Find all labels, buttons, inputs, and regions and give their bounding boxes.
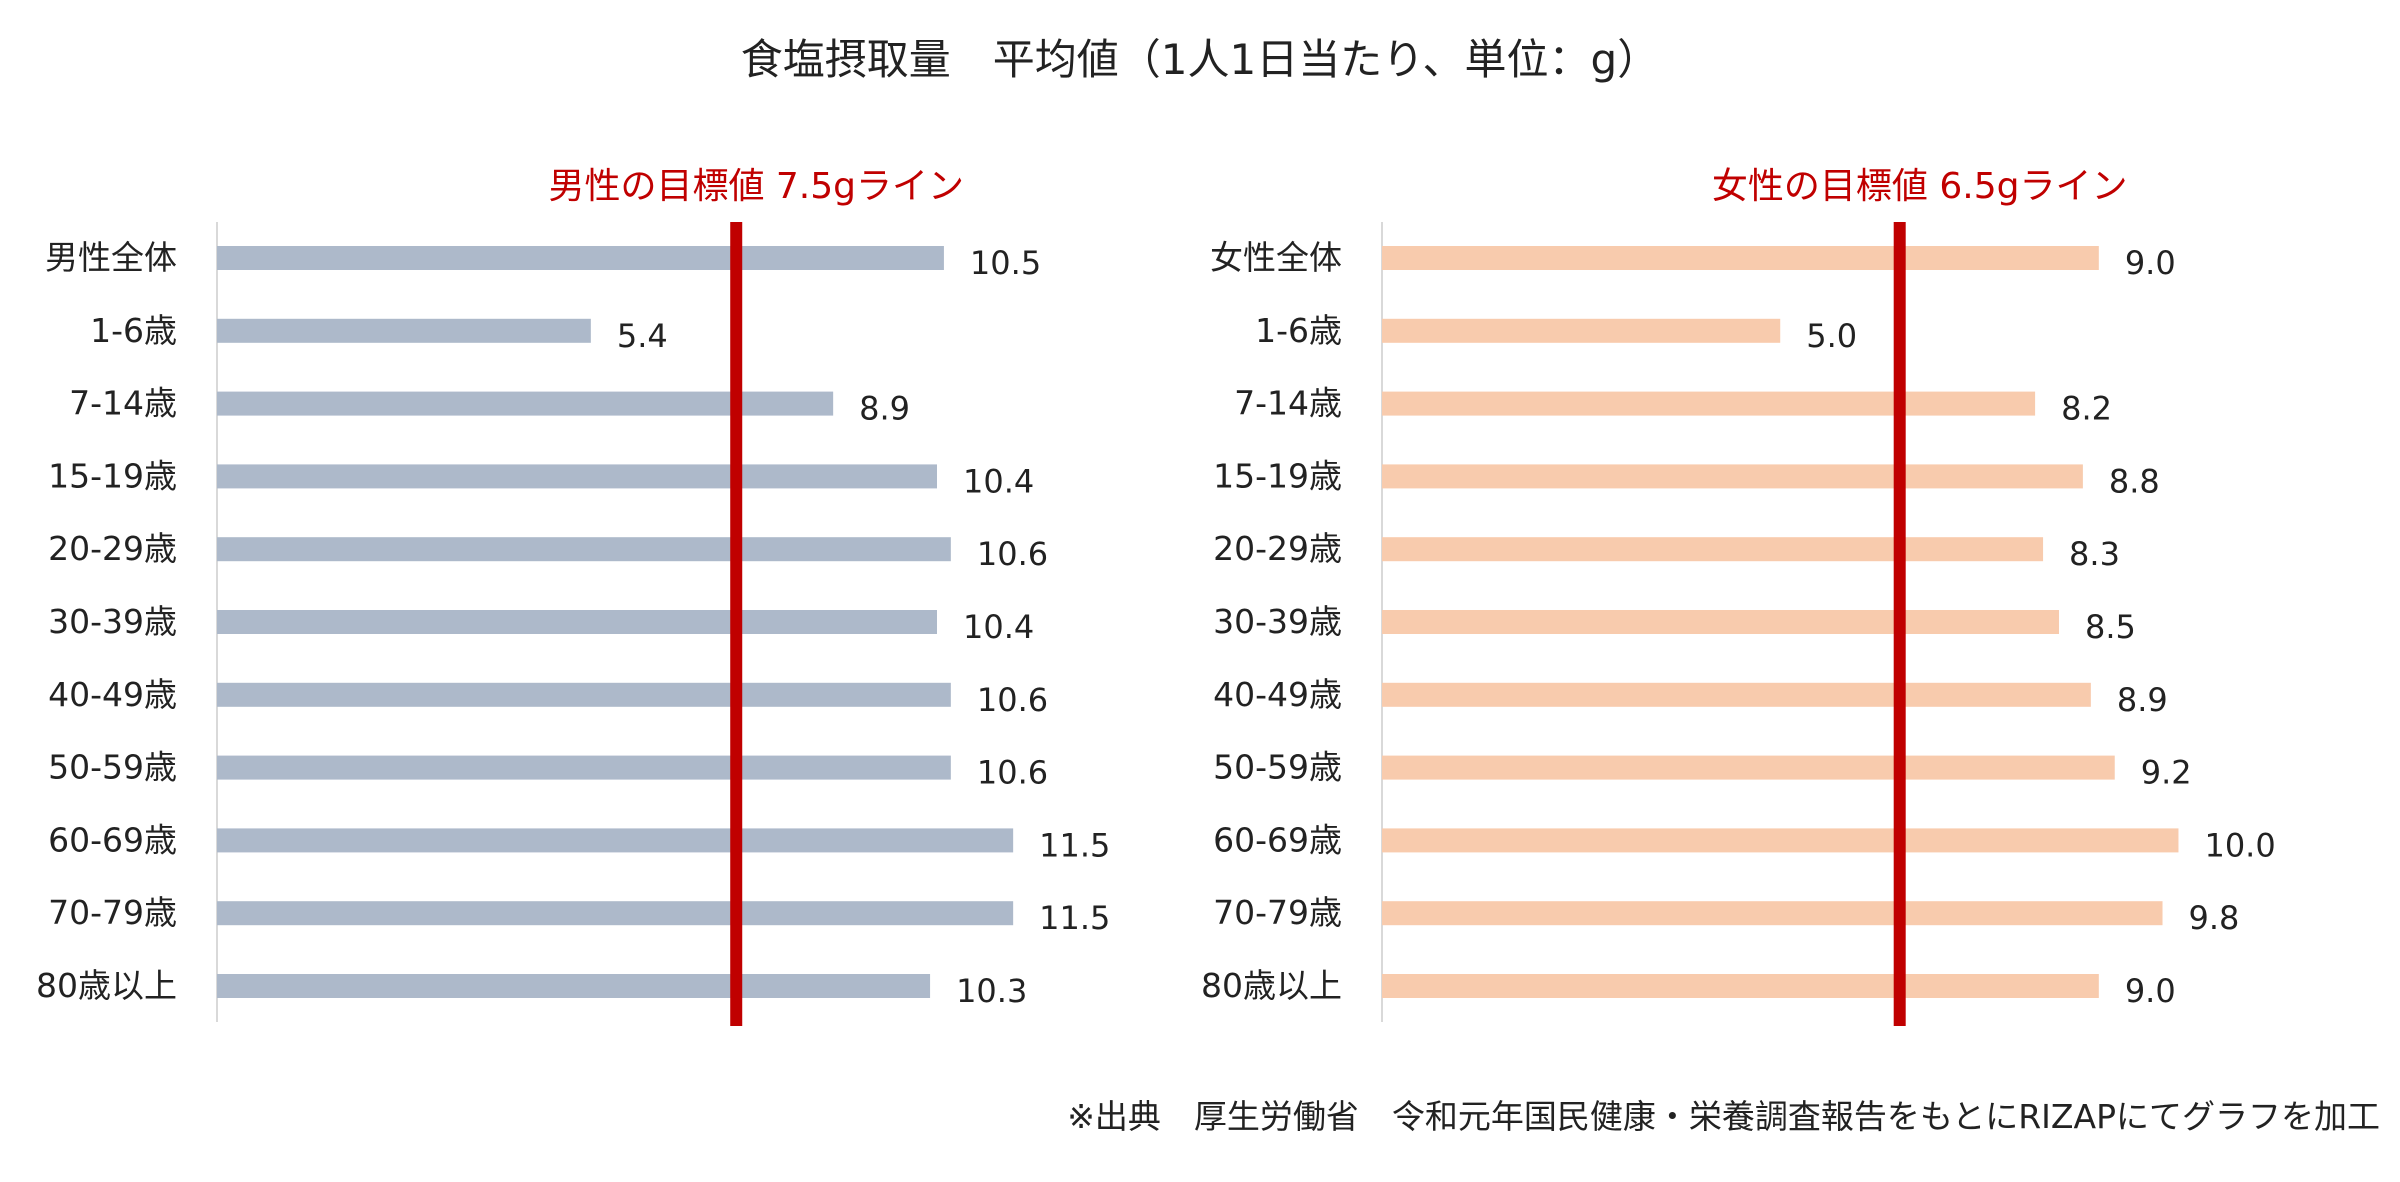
female-bar xyxy=(1382,464,2083,489)
female-bar xyxy=(1382,755,2115,780)
male-bar xyxy=(217,755,951,780)
female-bar xyxy=(1382,318,1781,343)
male-value-label: 5.4 xyxy=(617,317,668,355)
male-bar xyxy=(217,682,951,707)
male-salt-intake-chart: 男性全体 10.5 1-6歳 5.4 7-14歳 8.9 15-19歳 10.4 20-29歳 1… xyxy=(36,166,1110,1026)
male-value-label: 10.6 xyxy=(977,535,1048,573)
male-value-label: 11.5 xyxy=(1039,826,1110,864)
female-salt-intake-chart: 女性全体 9.0 1-6歳 5.0 7-14歳 8.2 15-19歳 8.8 20-29歳 8.3… xyxy=(1201,166,2276,1026)
female-chart-panel: 女性全体 9.0 1-6歳 5.0 7-14歳 8.2 15-19歳 8.8 20-29歳 8.3… xyxy=(1185,150,2335,1030)
male-chart-panel: 男性全体 10.5 1-6歳 5.4 7-14歳 8.9 15-19歳 10.4 20-29歳 1… xyxy=(20,150,1170,1030)
female-value-label: 8.2 xyxy=(2061,390,2112,428)
male-value-label: 10.3 xyxy=(956,972,1027,1010)
female-bar xyxy=(1382,610,2059,634)
male-value-label: 10.4 xyxy=(963,462,1034,500)
female-bar xyxy=(1382,901,2163,926)
male-category-label: 60-69歳 xyxy=(48,820,177,859)
male-category-label: 1-6歳 xyxy=(90,311,177,350)
female-value-label: 9.2 xyxy=(2141,754,2192,792)
female-bar xyxy=(1382,828,2179,853)
female-category-label: 60-69歳 xyxy=(1213,820,1342,859)
male-bar xyxy=(217,537,951,562)
chart-title: 食塩摂取量 平均値（1人1日当たり、単位：g） xyxy=(740,35,1660,84)
female-value-label: 8.8 xyxy=(2109,462,2160,500)
male-bar xyxy=(217,246,944,270)
female-bar xyxy=(1382,537,2044,562)
female-value-label: 9.8 xyxy=(2189,899,2240,937)
male-bar xyxy=(217,610,937,634)
female-category-label: 50-59歳 xyxy=(1213,748,1342,787)
male-value-label: 11.5 xyxy=(1039,899,1110,937)
female-bar xyxy=(1382,974,2099,998)
male-category-label: 80歳以上 xyxy=(36,966,177,1005)
male-category-label: 40-49歳 xyxy=(48,675,177,714)
female-category-label: 1-6歳 xyxy=(1255,311,1342,350)
male-value-label: 8.9 xyxy=(859,390,910,428)
female-bar xyxy=(1382,391,2036,416)
male-category-label: 20-29歳 xyxy=(48,529,177,568)
female-value-label: 8.5 xyxy=(2085,608,2136,646)
female-value-label: 8.3 xyxy=(2069,535,2120,573)
source-note: ※出典 厚生労働省 令和元年国民健康・栄養調査報告をもとにRIZAPにてグラフを… xyxy=(1067,1097,2380,1136)
female-bar xyxy=(1382,682,2091,707)
male-value-label: 10.5 xyxy=(970,244,1041,282)
female-value-label: 10.0 xyxy=(2204,826,2275,864)
female-value-label: 8.9 xyxy=(2117,681,2168,719)
female-category-label: 20-29歳 xyxy=(1213,529,1342,568)
male-category-label: 50-59歳 xyxy=(48,748,177,787)
female-value-label: 9.0 xyxy=(2125,244,2176,282)
male-bar xyxy=(217,828,1014,853)
male-category-label: 男性全体 xyxy=(45,238,177,277)
female-category-label: 30-39歳 xyxy=(1213,602,1342,641)
female-category-label: 7-14歳 xyxy=(1234,384,1342,423)
male-category-label: 70-79歳 xyxy=(48,893,177,932)
female-value-label: 9.0 xyxy=(2125,972,2176,1010)
male-value-label: 10.6 xyxy=(977,754,1048,792)
female-category-label: 80歳以上 xyxy=(1201,966,1342,1005)
male-bar xyxy=(217,318,591,343)
male-category-label: 30-39歳 xyxy=(48,602,177,641)
male-category-label: 7-14歳 xyxy=(69,384,177,423)
male-bar xyxy=(217,901,1014,926)
male-value-label: 10.4 xyxy=(963,608,1034,646)
female-category-label: 15-19歳 xyxy=(1213,456,1342,495)
male-category-label: 15-19歳 xyxy=(48,456,177,495)
female-category-label: 70-79歳 xyxy=(1213,893,1342,932)
male-target-label: 男性の目標値 7.5gライン xyxy=(548,166,964,207)
female-value-label: 5.0 xyxy=(1806,317,1857,355)
male-bar xyxy=(217,974,931,998)
female-bar xyxy=(1382,246,2099,270)
female-category-label: 40-49歳 xyxy=(1213,675,1342,714)
male-bar xyxy=(217,464,937,489)
female-target-label: 女性の目標値 6.5gライン xyxy=(1712,166,2128,207)
female-category-label: 女性全体 xyxy=(1210,238,1342,277)
male-value-label: 10.6 xyxy=(977,681,1048,719)
